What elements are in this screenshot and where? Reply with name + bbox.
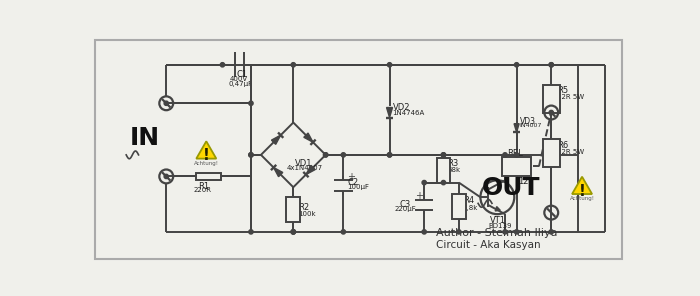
Circle shape [549,63,554,67]
Text: 100k: 100k [298,211,316,217]
Text: 12R 5W: 12R 5W [557,149,584,155]
Text: R6: R6 [557,141,568,150]
Circle shape [341,153,346,157]
Circle shape [514,153,519,157]
Bar [196,173,221,180]
Text: R1: R1 [198,182,209,191]
Circle shape [387,63,392,67]
Text: R3: R3 [447,160,458,168]
Circle shape [248,101,253,105]
Text: 400V: 400V [230,75,248,82]
Circle shape [248,230,253,234]
Circle shape [441,153,446,157]
Text: OUT: OUT [482,176,540,200]
Polygon shape [306,165,315,175]
Bar [452,194,466,219]
Text: C1: C1 [237,70,247,79]
Text: IN: IN [130,126,160,150]
Text: Achtung!: Achtung! [194,161,219,166]
Polygon shape [272,135,281,144]
Circle shape [549,110,554,115]
Bar [437,158,450,183]
Circle shape [220,63,225,67]
Bar [542,85,560,112]
Bar [502,157,531,176]
Circle shape [503,153,507,157]
Circle shape [441,181,446,185]
Circle shape [164,174,169,178]
Text: BD139: BD139 [488,223,512,229]
Text: Circuit - Aka Kasyan: Circuit - Aka Kasyan [435,239,540,250]
Text: R5: R5 [557,86,568,95]
Circle shape [164,101,169,105]
Text: +: + [415,191,423,201]
Bar [286,197,300,222]
Text: Achtung!: Achtung! [570,196,594,201]
Text: VD1: VD1 [295,159,312,168]
Circle shape [291,63,295,67]
Text: 0,47μF: 0,47μF [229,81,253,87]
Text: VD2: VD2 [393,103,410,112]
Text: 100μF: 100μF [347,184,369,190]
Polygon shape [495,207,500,211]
Circle shape [248,153,253,157]
Circle shape [503,230,507,234]
Text: REL: REL [508,149,523,158]
Text: 220μF: 220μF [395,207,416,213]
Circle shape [422,181,426,185]
Text: IN4007: IN4007 [519,123,542,128]
Circle shape [387,153,392,157]
Text: VD3: VD3 [519,117,536,126]
Circle shape [248,153,253,157]
Text: Author - Stelmah Iliya: Author - Stelmah Iliya [435,228,557,238]
Text: !: ! [579,184,585,199]
Polygon shape [196,141,216,159]
Polygon shape [386,107,393,118]
Text: 68k: 68k [447,167,461,173]
Circle shape [323,153,328,157]
Text: !: ! [203,148,210,163]
Text: 6,8k: 6,8k [463,205,478,211]
Polygon shape [274,168,283,177]
Text: C3: C3 [400,200,411,209]
Circle shape [323,153,328,157]
Polygon shape [304,133,313,142]
Circle shape [441,153,446,157]
Circle shape [549,230,554,234]
Polygon shape [514,124,519,132]
Circle shape [291,230,295,234]
Text: 12V: 12V [518,177,534,186]
Text: R2: R2 [298,203,309,213]
Text: 220R: 220R [193,187,211,193]
Text: R4: R4 [463,196,474,205]
Circle shape [341,230,346,234]
Polygon shape [572,177,592,194]
Text: +: + [347,172,355,182]
Circle shape [549,63,554,67]
Circle shape [387,153,392,157]
Text: 4x1N4007: 4x1N4007 [287,165,323,171]
Circle shape [514,63,519,67]
Circle shape [291,230,295,234]
Text: VT1: VT1 [490,216,505,226]
Circle shape [514,230,519,234]
Bar [542,139,560,167]
Text: 1N4746A: 1N4746A [393,110,425,116]
Circle shape [422,230,426,234]
Text: C2: C2 [347,178,358,187]
Circle shape [291,230,295,234]
Text: 12R 5W: 12R 5W [557,94,584,100]
Circle shape [456,230,461,234]
